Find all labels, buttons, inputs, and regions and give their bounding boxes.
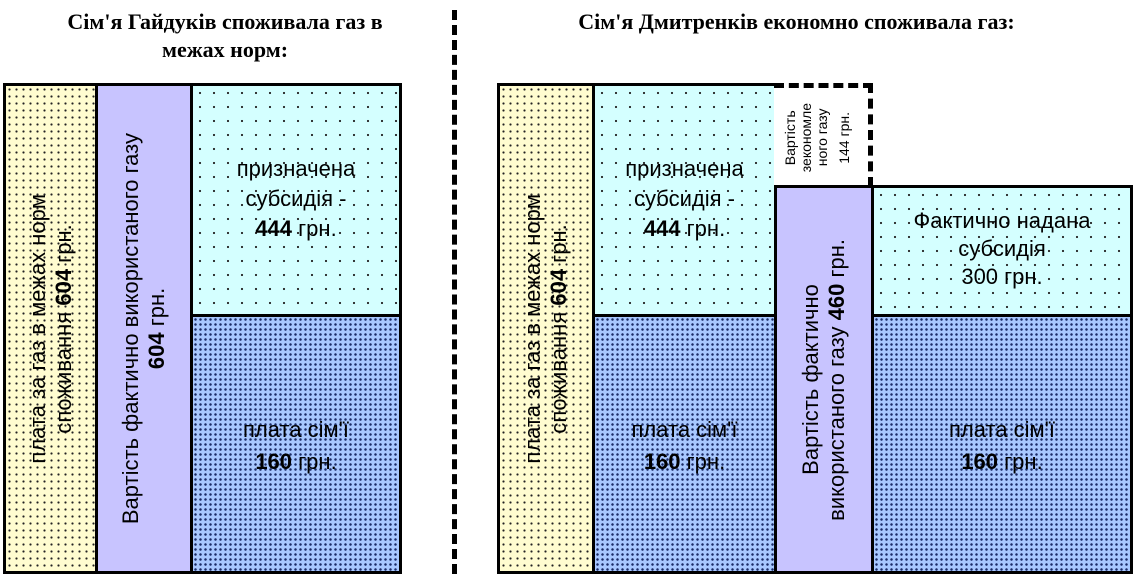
right-granted-subsidy-line3: 300 грн. bbox=[961, 264, 1043, 289]
left-subsidy-amount: 444 грн. bbox=[255, 216, 337, 241]
right-saved-gas-line1: Вартість bbox=[782, 110, 798, 165]
left-family-pay-box: плата сім'ї 160 грн. bbox=[190, 314, 402, 574]
right-norm-fee-box: плата за газ в межах норм споживання 604… bbox=[497, 83, 595, 574]
left-norm-fee-box: плата за газ в межах норм споживання 604… bbox=[3, 83, 98, 574]
right-granted-subsidy-box: Фактично надана субсидія 300 грн. bbox=[871, 185, 1133, 317]
left-norm-fee-line2: споживання 604 грн. bbox=[50, 223, 76, 434]
right-title: Сім'я Дмитренків економно споживала газ: bbox=[578, 9, 1015, 34]
right-subsidy-amount: 444 грн. bbox=[643, 216, 726, 241]
right-granted-subsidy-line1: Фактично надана bbox=[913, 208, 1091, 233]
left-family-pay-amount: 160 грн. bbox=[255, 449, 337, 474]
right-granted-subsidy-line2: субсидія bbox=[958, 236, 1046, 261]
right-saved-gas-amount: 144 грн. bbox=[836, 111, 852, 164]
right-family-pay-right-amount: 160 грн. bbox=[961, 449, 1043, 474]
right-actual-cost-line1: Вартість фактично bbox=[798, 284, 823, 475]
right-family-pay-right-label: плата сім'ї bbox=[948, 417, 1055, 442]
right-family-pay-box-right: плата сім'ї 160 грн. bbox=[871, 314, 1133, 574]
right-subsidy-line2: субсидія - bbox=[634, 186, 735, 211]
right-actual-cost-box: Вартість фактично використаного газу 460… bbox=[774, 185, 874, 574]
left-title-line1: Сім'я Гайдуків споживала газ в bbox=[67, 9, 383, 34]
left-actual-cost-box: Вартість фактично використаного газу 604… bbox=[95, 83, 193, 574]
left-subsidy-line2: субсидія - bbox=[245, 186, 347, 211]
right-saved-gas-box: Вартість зекономле ного газу 144 грн. bbox=[774, 83, 873, 187]
left-subsidy-box: призначена субсидія - 444 грн. bbox=[190, 83, 402, 317]
right-subsidy-line1: призначена bbox=[625, 156, 744, 181]
left-subsidy-line1: призначена bbox=[236, 156, 356, 181]
left-norm-fee-label: плата за газ в межах норм bbox=[24, 193, 50, 464]
right-family-pay-box-left: плата сім'ї 160 грн. bbox=[592, 314, 777, 574]
left-actual-cost-label: Вартість фактично використаного газу bbox=[118, 132, 143, 525]
left-family-pay-label: плата сім'ї bbox=[242, 417, 349, 442]
right-family-pay-left-amount: 160 грн. bbox=[643, 449, 726, 474]
left-actual-cost-amount: 604 грн. bbox=[144, 287, 169, 370]
left-title-line2: межах норм: bbox=[161, 37, 289, 62]
right-family-pay-left-label: плата сім'ї bbox=[631, 417, 738, 442]
right-actual-cost-line2: використаного газу 460 грн. bbox=[824, 238, 849, 521]
left-title: Сім'я Гайдуків споживала газ в межах нор… bbox=[0, 8, 450, 64]
right-norm-fee-line2: споживання 604 грн. bbox=[546, 223, 571, 434]
section-divider bbox=[452, 10, 457, 574]
right-norm-fee-label: плата за газ в межах норм bbox=[520, 193, 545, 464]
right-saved-gas-line2: зекономле bbox=[798, 102, 814, 173]
right-saved-gas-line3: ного газу bbox=[814, 108, 830, 167]
right-subsidy-box: призначена субсидія - 444 грн. bbox=[592, 83, 777, 317]
